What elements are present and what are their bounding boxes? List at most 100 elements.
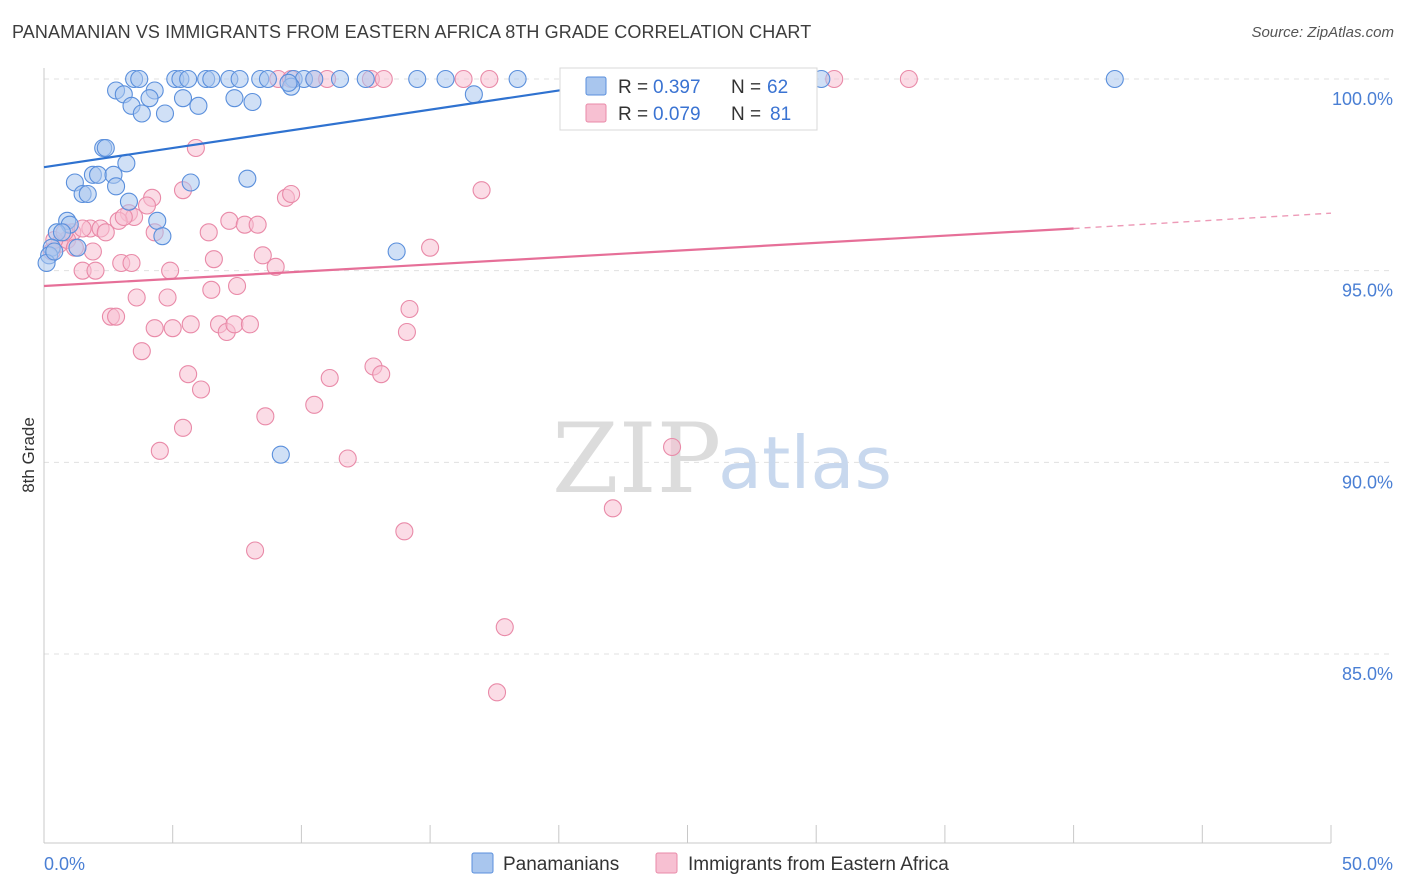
data-point-immigrants — [161, 261, 180, 280]
legend-n-value-pink: 81 — [770, 104, 791, 125]
data-point-immigrants — [202, 280, 221, 299]
y-tick-label: 90.0% — [1342, 472, 1393, 492]
data-point-panamanians — [78, 184, 97, 204]
x-tick-label-min: 0.0% — [44, 854, 85, 874]
data-point-immigrants — [220, 211, 239, 230]
trend-line-blue — [43, 77, 637, 169]
data-point-immigrants — [83, 242, 102, 261]
bottom-legend-swatch-blue — [471, 852, 494, 874]
y-tick-label: 85.0% — [1342, 664, 1393, 684]
data-point-immigrants — [253, 246, 272, 265]
data-point-panamanians — [189, 96, 208, 115]
data-point-immigrants — [256, 407, 275, 426]
data-point-panamanians — [179, 69, 198, 89]
data-point-panamanians — [148, 211, 167, 230]
data-point-immigrants — [86, 261, 105, 280]
legend-swatch-pink — [585, 103, 607, 123]
data-point-immigrants — [96, 223, 115, 242]
data-point-immigrants — [246, 541, 265, 560]
data-point-immigrants — [248, 215, 267, 234]
legend-r-value-blue: 0.397 — [653, 77, 701, 98]
data-point-panamanians — [132, 104, 151, 123]
data-point-panamanians — [153, 227, 172, 246]
trend-line-pink — [43, 227, 1074, 288]
trend-line-extension-pink — [1073, 212, 1332, 230]
data-point-immigrants — [137, 196, 157, 215]
legend-n-label-blue: N = — [731, 77, 761, 98]
data-point-immigrants — [204, 250, 223, 269]
data-point-immigrants — [372, 365, 391, 384]
legend-r-label-pink: R = — [618, 104, 648, 125]
data-point-immigrants — [132, 342, 151, 361]
data-point-panamanians — [225, 89, 244, 108]
chart-title: PANAMANIAN VS IMMIGRANTS FROM EASTERN AF… — [12, 22, 812, 42]
data-point-panamanians — [356, 69, 375, 89]
grid-layer — [44, 78, 1393, 655]
data-point-immigrants — [266, 257, 285, 276]
data-point-immigrants — [191, 380, 211, 399]
legend-swatch-blue — [585, 76, 607, 96]
data-point-immigrants — [495, 618, 514, 637]
data-point-immigrants — [158, 288, 177, 307]
data-point-panamanians — [258, 69, 277, 89]
data-point-immigrants — [127, 288, 146, 307]
data-point-immigrants — [228, 276, 247, 296]
data-point-panamanians — [279, 73, 298, 92]
correlation-legend: R = 0.397 N = 62 R = 0.079 N = 81 — [559, 67, 818, 131]
data-point-panamanians — [107, 177, 126, 196]
data-point-panamanians — [330, 69, 350, 89]
data-point-immigrants — [400, 299, 419, 319]
y-tick-label: 100.0% — [1332, 89, 1393, 109]
data-point-immigrants — [199, 223, 218, 242]
data-point-panamanians — [155, 104, 175, 123]
data-point-panamanians — [173, 89, 193, 108]
data-point-panamanians — [387, 242, 406, 261]
data-point-panamanians — [119, 192, 138, 211]
data-point-immigrants — [397, 322, 416, 342]
data-point-panamanians — [230, 69, 249, 89]
watermark-atlas: atlas — [718, 421, 892, 505]
data-point-immigrants — [240, 315, 259, 334]
data-point-immigrants — [320, 368, 339, 388]
data-point-immigrants — [107, 307, 126, 326]
data-point-immigrants — [186, 138, 205, 158]
data-point-panamanians — [202, 69, 221, 89]
data-point-immigrants — [603, 499, 622, 518]
legend-n-value-blue: 62 — [767, 77, 788, 98]
data-point-panamanians — [45, 242, 64, 261]
data-point-panamanians — [508, 69, 527, 89]
data-point-immigrants — [179, 365, 198, 384]
data-point-immigrants — [282, 184, 301, 204]
data-point-panamanians — [52, 223, 72, 242]
series-immigrants-eastern-africa — [42, 69, 918, 702]
data-point-immigrants — [150, 441, 169, 460]
bottom-legend-label-immigrants: Immigrants from Eastern Africa — [688, 854, 949, 875]
y-axis-label: 8th Grade — [19, 417, 38, 493]
data-point-panamanians — [436, 69, 455, 89]
data-point-immigrants — [173, 418, 193, 437]
data-point-panamanians — [243, 92, 262, 112]
axes-layer: 85.0% 90.0% 95.0% 100.0% — [43, 68, 1393, 844]
data-point-panamanians — [96, 138, 115, 158]
legend-r-label-blue: R = — [618, 77, 648, 98]
watermark-zip: ZIP — [552, 403, 721, 515]
y-tick-label: 95.0% — [1342, 281, 1393, 301]
data-point-immigrants — [487, 683, 507, 702]
data-point-panamanians — [305, 69, 324, 89]
legend-n-label-pink: N = — [731, 104, 761, 125]
data-point-immigrants — [338, 449, 357, 468]
legend-r-value-pink: 0.079 — [653, 104, 701, 125]
data-point-panamanians — [130, 69, 149, 89]
data-point-immigrants — [480, 69, 499, 89]
x-tick-label-max: 50.0% — [1342, 854, 1393, 874]
data-point-immigrants — [305, 395, 324, 414]
data-point-immigrants — [181, 315, 200, 334]
series-legend: Panamanians Immigrants from Eastern Afri… — [471, 852, 949, 875]
bottom-legend-label-panamanians: Panamanians — [503, 854, 619, 875]
data-point-panamanians — [1105, 69, 1124, 89]
data-point-panamanians — [238, 169, 257, 188]
data-point-panamanians — [271, 445, 290, 464]
data-point-panamanians — [68, 238, 87, 257]
data-point-panamanians — [89, 165, 108, 184]
